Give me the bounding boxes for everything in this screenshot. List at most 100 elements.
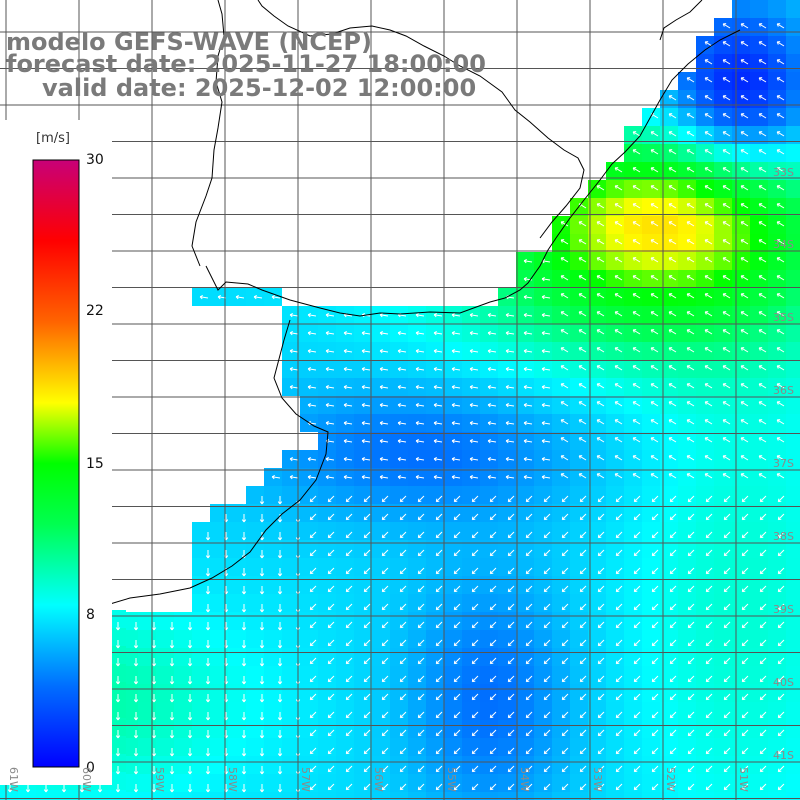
wind-cell	[390, 504, 408, 522]
wind-arrow	[345, 603, 353, 611]
wind-arrow-head	[469, 312, 473, 318]
wind-cell	[786, 252, 800, 270]
wind-arrow	[398, 404, 407, 407]
wind-arrow-head	[632, 293, 637, 297]
wind-cell	[642, 684, 660, 702]
wind-arrow-head	[241, 627, 247, 631]
wind-cell	[156, 702, 174, 720]
wind-arrow-head	[597, 714, 602, 719]
wind-cell	[750, 558, 768, 576]
wind-arrow	[524, 476, 533, 479]
wind-arrow	[597, 531, 605, 539]
wind-cell	[444, 540, 462, 558]
wind-arrow-head	[650, 131, 655, 135]
wind-cell	[678, 108, 696, 126]
wind-arrow	[723, 531, 731, 539]
wind-cell	[138, 630, 156, 648]
wind-arrow	[363, 513, 371, 521]
wind-arrow	[722, 149, 731, 155]
wind-cell	[786, 540, 800, 558]
wind-arrow-head	[741, 678, 746, 683]
wind-cell	[678, 684, 696, 702]
wind-cell	[156, 774, 174, 792]
wind-cell	[786, 558, 800, 576]
wind-arrow	[363, 639, 371, 647]
wind-arrow	[344, 404, 353, 407]
wind-cell	[714, 684, 732, 702]
wind-cell	[678, 306, 696, 324]
wind-cell	[606, 630, 624, 648]
wind-arrow	[668, 275, 677, 281]
wind-arrow	[398, 314, 407, 317]
wind-arrow	[650, 149, 659, 155]
wind-arrow-head	[579, 750, 584, 755]
wind-cell	[282, 558, 300, 576]
wind-cell	[282, 630, 300, 648]
wind-cell	[714, 306, 732, 324]
wind-arrow-head	[277, 627, 283, 631]
wind-arrow-head	[758, 419, 763, 423]
wind-cell	[138, 612, 156, 630]
wind-cell	[264, 558, 282, 576]
wind-arrow	[381, 567, 389, 575]
wind-arrow	[740, 113, 749, 119]
wind-cell	[228, 558, 246, 576]
wind-cell	[786, 36, 800, 54]
wind-cell	[480, 684, 498, 702]
wind-cell	[786, 774, 800, 792]
wind-arrow	[453, 513, 461, 521]
wind-arrow	[650, 167, 659, 173]
wind-arrow-head	[489, 678, 494, 683]
wind-arrow	[578, 455, 587, 461]
wind-arrow	[543, 657, 551, 665]
wind-arrow-head	[115, 789, 121, 793]
wind-cell	[516, 612, 534, 630]
wind-arrow-head	[597, 570, 602, 575]
wind-cell	[228, 792, 246, 800]
wind-arrow-head	[187, 627, 193, 631]
wind-arrow	[363, 603, 371, 611]
wind-cell	[480, 792, 498, 800]
wind-arrow	[740, 221, 749, 227]
wind-arrow-head	[668, 293, 673, 297]
wind-arrow	[507, 711, 515, 719]
wind-arrow-head	[277, 501, 283, 505]
wind-arrow-head	[523, 348, 527, 354]
wind-arrow	[488, 476, 497, 479]
wind-arrow-head	[469, 456, 473, 462]
wind-cell	[426, 630, 444, 648]
wind-arrow-head	[433, 384, 437, 390]
wind-cell	[516, 756, 534, 774]
wind-arrow-head	[133, 753, 139, 757]
wind-arrow	[686, 455, 695, 461]
wind-arrow-head	[343, 474, 347, 480]
wind-arrow	[399, 549, 407, 557]
wind-cell	[408, 576, 426, 594]
wind-arrow-head	[327, 696, 332, 701]
wind-arrow-head	[632, 131, 637, 135]
wind-arrow-head	[205, 735, 211, 739]
wind-arrow	[434, 440, 443, 443]
wind-arrow	[471, 621, 479, 629]
wind-arrow	[668, 239, 677, 245]
wind-arrow	[380, 440, 389, 443]
wind-cell	[552, 522, 570, 540]
wind-arrow-head	[632, 419, 637, 423]
wind-cell	[678, 738, 696, 756]
wind-arrow-head	[487, 294, 491, 300]
wind-cell	[750, 666, 768, 684]
wind-arrow-head	[345, 642, 350, 647]
wind-cell	[264, 774, 282, 792]
wind-arrow-head	[614, 419, 619, 423]
wind-arrow-head	[633, 516, 638, 521]
wind-arrow-head	[469, 402, 473, 408]
wind-arrow	[651, 711, 659, 719]
wind-arrow	[381, 621, 389, 629]
wind-arrow	[290, 404, 299, 407]
wind-arrow	[308, 476, 317, 479]
wind-cell	[696, 306, 714, 324]
wind-arrow-head	[415, 312, 419, 318]
wind-cell	[246, 720, 264, 738]
wind-arrow-head	[525, 534, 530, 539]
wind-arrow	[506, 350, 515, 353]
